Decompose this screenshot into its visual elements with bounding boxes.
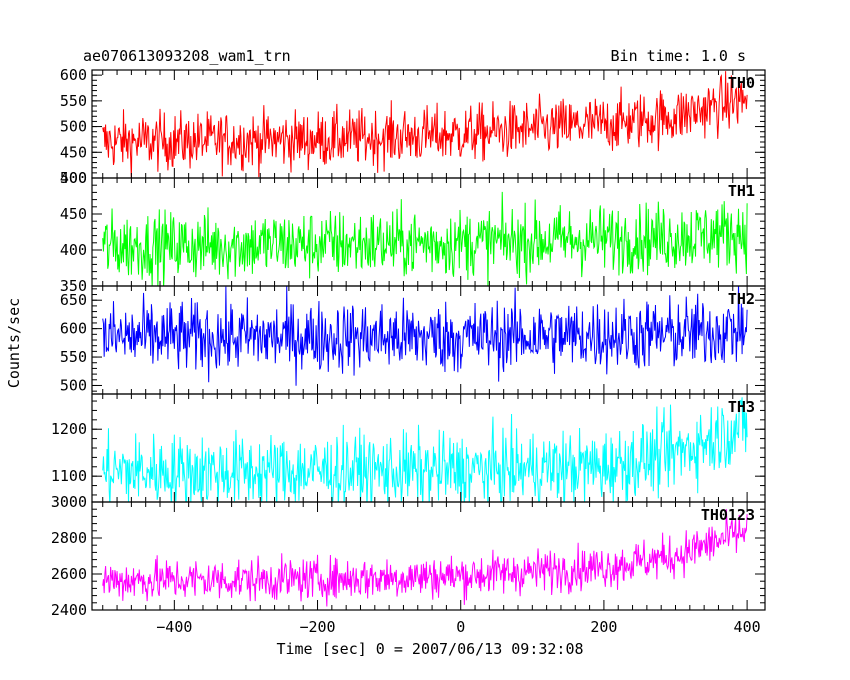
panel-th0123: 2400 2600 2800 3000 TH0123 [51,493,766,619]
x-tick-label: 200 [590,618,617,636]
panel-label-th1: TH1 [728,182,755,200]
y-tick-label: 450 [60,205,87,223]
y-tick-label: 500 [60,118,87,136]
x-tick-label: −200 [299,618,335,636]
panels-group: 400 450 500 550 600 TH0 350 400 450 500 TH1 500 550 6… [51,66,766,619]
bin-time-label: Bin time: 1.0 s [611,47,746,65]
panel-th2: 500 550 600 650 TH2 [60,285,766,395]
y-tick-label: 550 [60,348,87,366]
panel-frame [91,501,766,611]
panel-label-th3: TH3 [728,398,755,416]
y-tick-label: 500 [60,376,87,394]
panel-th0: 400 450 500 550 600 TH0 [60,66,766,187]
y-tick-label: 1200 [51,420,87,438]
chart-title: ae070613093208_wam1_trn [83,47,291,65]
y-tick-label: 550 [60,92,87,110]
y-tick-label: 600 [60,66,87,84]
x-tick-label: −400 [156,618,192,636]
series-line-th2 [102,286,748,386]
y-tick-label: 450 [60,143,87,161]
panel-label-th0: TH0 [728,74,755,92]
panel-th1: 350 400 450 500 TH1 [60,169,766,295]
x-axis-label: Time [sec] 0 = 2007/06/13 09:32:08 [276,640,583,658]
y-axis-label: Counts/sec [5,298,23,388]
y-tick-label: 400 [60,241,87,259]
y-tick-label: 650 [60,291,87,309]
y-tick-label: 1100 [51,467,87,485]
panel-th3: 1100 1200 TH3 [51,393,766,503]
x-axis-tick-labels: −400 −200 0 200 400 [156,618,760,636]
series-line-th0123 [102,509,748,607]
y-tick-label: 400 [60,169,87,187]
x-tick-label: 0 [456,618,465,636]
y-tick-label: 600 [60,320,87,338]
series-line-th1 [102,191,748,286]
y-tick-label: 350 [60,277,87,295]
x-tick-label: 400 [734,618,761,636]
panel-label-th0123: TH0123 [701,506,755,524]
y-tick-label: 2600 [51,565,87,583]
y-tick-label: 2400 [51,601,87,619]
series-line-th3 [102,397,748,502]
panel-label-th2: TH2 [728,290,755,308]
y-tick-label: 2800 [51,529,87,547]
y-tick-label: 500 [60,169,87,187]
y-tick-label: 3000 [51,493,87,511]
series-line-th0 [102,71,748,178]
